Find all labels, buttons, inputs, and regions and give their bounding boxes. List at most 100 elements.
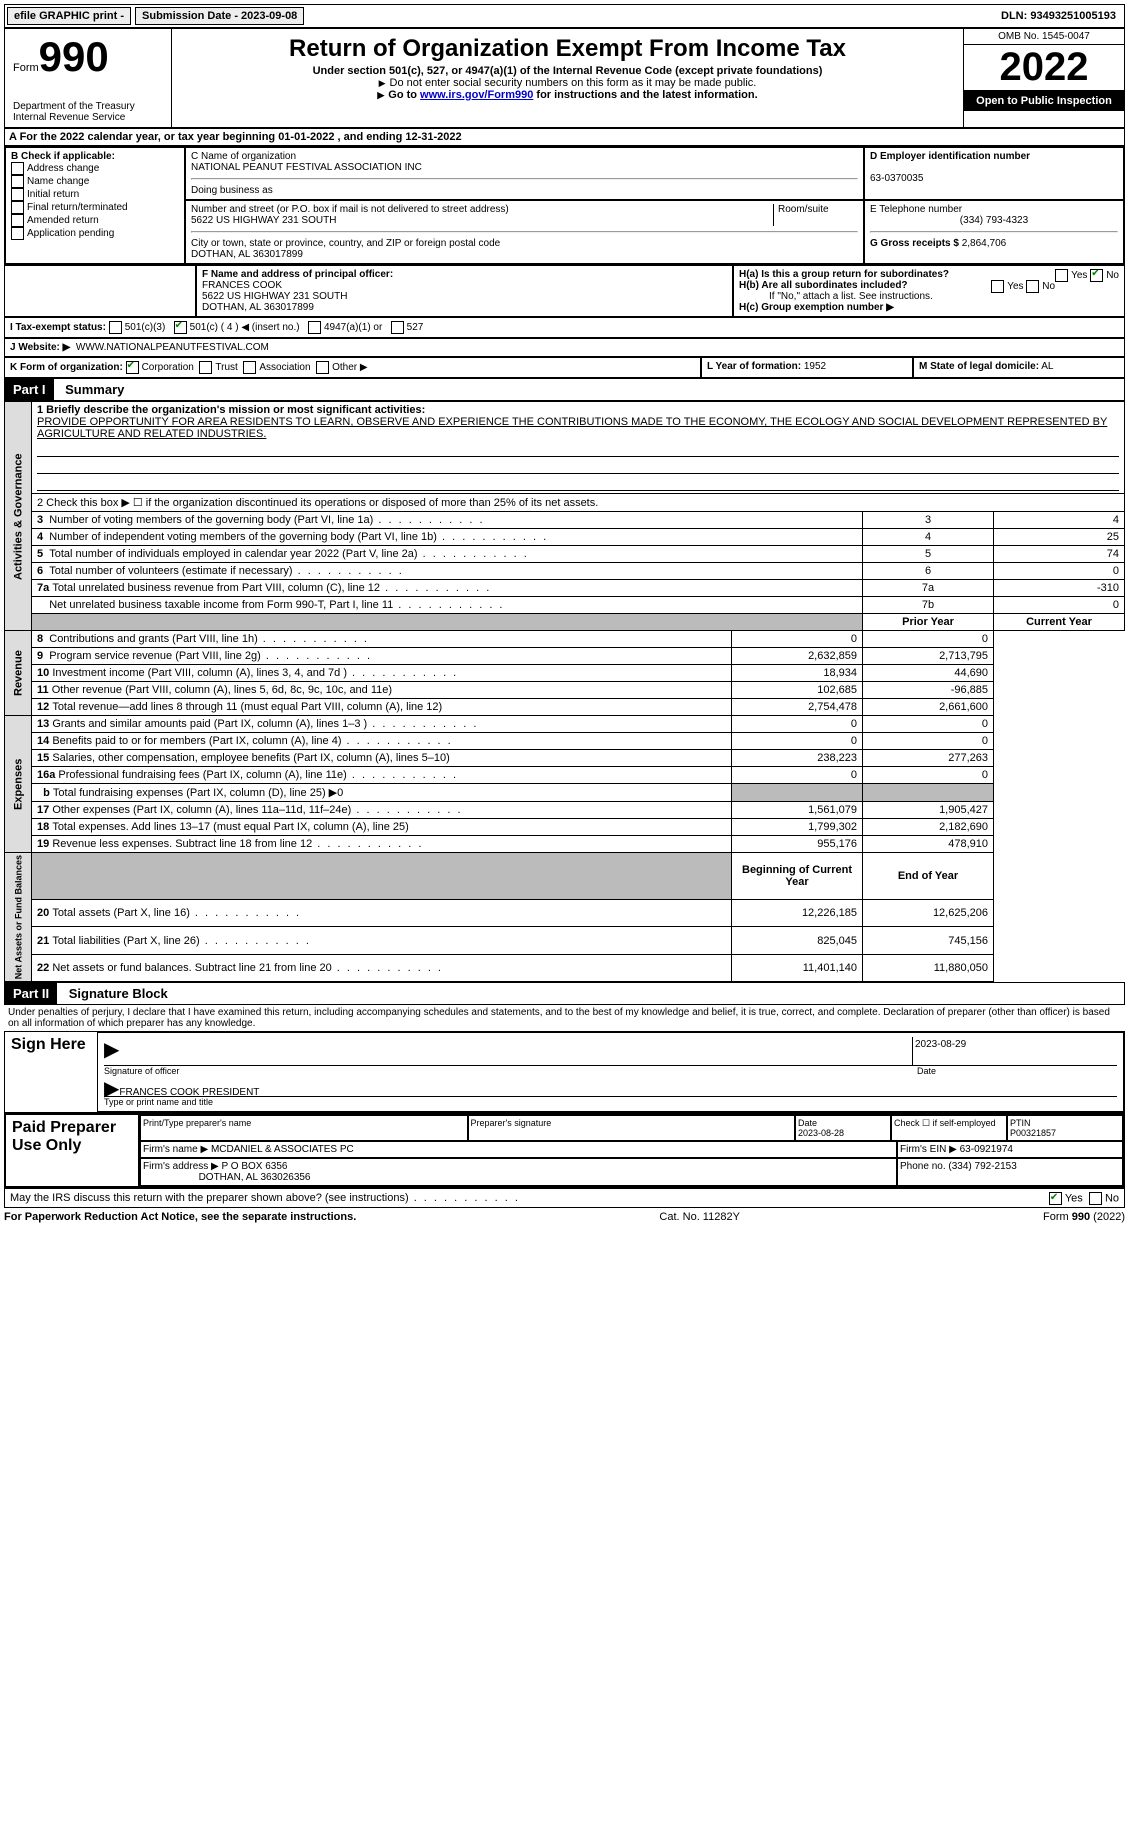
form-title: Return of Organization Exempt From Incom…	[176, 35, 959, 63]
goto-suffix: for instructions and the latest informat…	[533, 89, 757, 101]
box-e-label: E Telephone number	[870, 204, 962, 215]
ha-no[interactable]	[1090, 269, 1103, 282]
line1-label: 1 Briefly describe the organization's mi…	[37, 404, 425, 416]
ptin: P00321857	[1010, 1128, 1056, 1138]
dln: DLN: 93493251005193	[993, 8, 1124, 24]
form-subtitle: Under section 501(c), 527, or 4947(a)(1)…	[176, 65, 959, 77]
sig-officer-lbl: Signature of officer	[104, 1066, 917, 1076]
city-state-zip: DOTHAN, AL 363017899	[191, 249, 303, 260]
omb-number: OMB No. 1545-0047	[964, 29, 1124, 45]
open-public: Open to Public Inspection	[964, 91, 1124, 111]
box-k-label: K Form of organization:	[10, 362, 123, 373]
irs-link[interactable]: www.irs.gov/Form990	[420, 89, 533, 101]
ha-yes[interactable]	[1055, 269, 1068, 282]
tax-exempt-row: I Tax-exempt status: 501(c)(3) 501(c) ( …	[4, 317, 1125, 338]
side-net-assets: Net Assets or Fund Balances	[5, 853, 32, 982]
officer-addr1: 5622 US HIGHWAY 231 SOUTH	[202, 291, 347, 302]
firm-name: MCDANIEL & ASSOCIATES PC	[211, 1144, 354, 1155]
tax-year: 2022	[964, 45, 1124, 91]
note-no-ssn: Do not enter social security numbers on …	[176, 77, 959, 89]
box-l-label: L Year of formation:	[707, 361, 801, 372]
hb-no[interactable]	[1026, 280, 1039, 293]
form-990-num: 990	[39, 33, 109, 80]
part1-header: Part I Summary	[4, 378, 1125, 401]
box-c-name-label: C Name of organization	[191, 151, 296, 162]
chk-initial-return[interactable]	[11, 188, 24, 201]
ein: 63-0370035	[870, 173, 923, 184]
website-url: WWW.NATIONALPEANUTFESTIVAL.COM	[76, 342, 269, 353]
prep-name-lbl: Print/Type preparer's name	[140, 1115, 468, 1141]
chk-address-change[interactable]	[11, 162, 24, 175]
chk-4947[interactable]	[308, 321, 321, 334]
h-b: H(b) Are all subordinates included?	[739, 280, 908, 291]
box-b-label: B Check if applicable:	[11, 151, 115, 162]
chk-527[interactable]	[391, 321, 404, 334]
row-4: 4 Number of independent voting members o…	[5, 529, 1125, 546]
chk-corp[interactable]	[126, 361, 139, 374]
section-a-period: A For the 2022 calendar year, or tax yea…	[4, 128, 1125, 146]
row-7b: Net unrelated business taxable income fr…	[5, 597, 1125, 614]
row-5: 5 Total number of individuals employed i…	[5, 546, 1125, 563]
h-c: H(c) Group exemption number ▶	[739, 302, 894, 313]
side-revenue: Revenue	[5, 631, 32, 716]
addr-label: Number and street (or P.O. box if mail i…	[191, 204, 509, 215]
chk-amended[interactable]	[11, 214, 24, 227]
date-lbl: Date	[917, 1066, 1117, 1076]
sign-here-label: Sign Here	[5, 1032, 97, 1112]
row-7a: 7a Total unrelated business revenue from…	[5, 580, 1125, 597]
box-g-label: G Gross receipts $	[870, 238, 959, 249]
room-suite-label: Room/suite	[773, 204, 858, 226]
discuss-yes[interactable]	[1049, 1192, 1062, 1205]
discuss-no[interactable]	[1089, 1192, 1102, 1205]
printed-lbl: Type or print name and title	[104, 1097, 1117, 1107]
officer-name: FRANCES COOK	[202, 280, 282, 291]
chk-name-change[interactable]	[11, 175, 24, 188]
row-3: 3 Number of voting members of the govern…	[5, 512, 1125, 529]
part2-header: Part II Signature Block	[4, 982, 1125, 1005]
submission-date: Submission Date - 2023-09-08	[135, 7, 304, 25]
chk-other[interactable]	[316, 361, 329, 374]
chk-final-return[interactable]	[11, 201, 24, 214]
paperwork-notice: For Paperwork Reduction Act Notice, see …	[4, 1211, 356, 1223]
firm-phone: (334) 792-2153	[948, 1161, 1016, 1172]
street-addr: 5622 US HIGHWAY 231 SOUTH	[191, 215, 336, 226]
row-6: 6 Total number of volunteers (estimate i…	[5, 563, 1125, 580]
sign-date: 2023-08-29	[912, 1037, 1117, 1066]
dept-treasury: Department of the Treasury	[13, 101, 163, 112]
chk-app-pending[interactable]	[11, 227, 24, 240]
line2: 2 Check this box ▶ ☐ if the organization…	[32, 494, 1125, 512]
goto-prefix: Go to	[377, 89, 420, 101]
firm-ein: 63-0921974	[960, 1144, 1013, 1155]
box-m-label: M State of legal domicile:	[919, 361, 1039, 372]
chk-501c[interactable]	[174, 321, 187, 334]
side-expenses: Expenses	[5, 716, 32, 853]
prep-sig-lbl: Preparer's signature	[468, 1115, 796, 1141]
officer-group-row: F Name and address of principal officer:…	[4, 265, 1125, 317]
self-employed: Check ☐ if self-employed	[891, 1115, 1007, 1141]
dba-label: Doing business as	[191, 185, 273, 196]
chk-trust[interactable]	[199, 361, 212, 374]
cat-no: Cat. No. 11282Y	[659, 1211, 740, 1223]
sign-here-block: Sign Here ▶ 2023-08-29 Signature of offi…	[4, 1031, 1125, 1113]
box-j-label: J Website: ▶	[10, 342, 70, 353]
h-a: H(a) Is this a group return for subordin…	[739, 269, 949, 280]
side-activities-gov: Activities & Governance	[5, 402, 32, 631]
efile-print-btn[interactable]: efile GRAPHIC print -	[7, 7, 131, 25]
gross-receipts: 2,864,706	[962, 238, 1007, 249]
officer-addr2: DOTHAN, AL 363017899	[202, 302, 314, 313]
box-i-label: I Tax-exempt status:	[10, 322, 106, 333]
chk-assoc[interactable]	[243, 361, 256, 374]
firm-city: DOTHAN, AL 363026356	[199, 1172, 311, 1183]
paid-preparer-label: Paid Preparer Use Only	[5, 1114, 139, 1187]
h-b-note: If "No," attach a list. See instructions…	[739, 291, 1119, 302]
discuss-row: May the IRS discuss this return with the…	[4, 1188, 1125, 1208]
website-row: J Website: ▶ WWW.NATIONALPEANUTFESTIVAL.…	[4, 338, 1125, 357]
hb-yes[interactable]	[991, 280, 1004, 293]
form-label: Form	[13, 62, 39, 74]
box-f-label: F Name and address of principal officer:	[202, 269, 393, 280]
year-formation: 1952	[804, 361, 826, 372]
paid-preparer-block: Paid Preparer Use Only Print/Type prepar…	[4, 1113, 1125, 1188]
box-d-label: D Employer identification number	[870, 151, 1030, 162]
chk-501c3[interactable]	[109, 321, 122, 334]
klm-row: K Form of organization: Corporation Trus…	[4, 357, 1125, 378]
